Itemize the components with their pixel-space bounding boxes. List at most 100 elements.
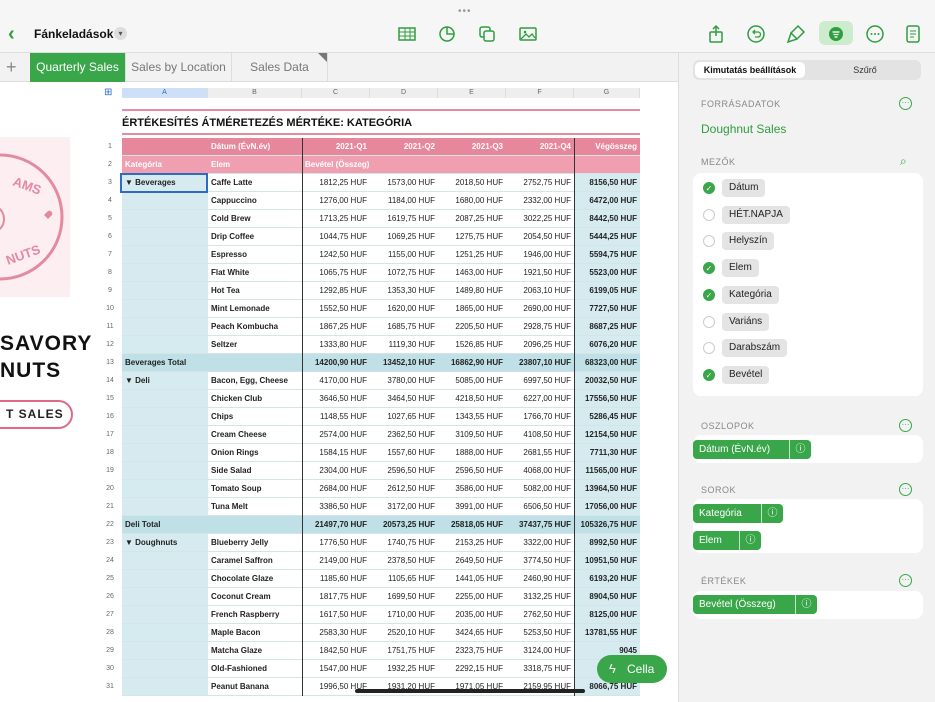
fields-search-icon[interactable]: ⌕ — [900, 154, 907, 168]
value-cell[interactable]: 3780,00 HUF — [370, 372, 438, 390]
category-cell[interactable] — [122, 228, 208, 246]
value-cell[interactable]: 4218,50 HUF — [438, 390, 506, 408]
grand-total-cell[interactable]: 8442,50 HUF — [574, 210, 640, 228]
value-cell[interactable]: 1766,70 HUF — [506, 408, 574, 426]
value-cell[interactable]: 1817,75 HUF — [302, 588, 370, 606]
item-cell[interactable]: Coconut Cream — [208, 588, 302, 606]
row-number[interactable]: 21 — [106, 503, 114, 510]
value-cell[interactable]: 6227,00 HUF — [506, 390, 574, 408]
value-cell[interactable]: 2378,50 HUF — [370, 552, 438, 570]
value-cell[interactable]: 3022,25 HUF — [506, 210, 574, 228]
grand-total-cell[interactable]: 8125,00 HUF — [574, 606, 640, 624]
header-cell[interactable]: 2021-Q3 — [438, 138, 506, 156]
category-cell[interactable] — [122, 660, 208, 678]
item-cell[interactable]: Peanut Banana — [208, 678, 302, 696]
row-number[interactable]: 23 — [106, 539, 114, 546]
value-field-chip[interactable]: Bevétel (Összeg) ⓘ — [693, 595, 817, 614]
row-number[interactable]: 22 — [106, 521, 114, 528]
value-cell[interactable]: 3132,25 HUF — [506, 588, 574, 606]
row-number[interactable]: 4 — [108, 197, 112, 204]
value-cell[interactable]: 3109,50 HUF — [438, 426, 506, 444]
value-cell[interactable]: 1996,50 HUF — [302, 678, 370, 696]
value-cell[interactable]: 1027,65 HUF — [370, 408, 438, 426]
row-number[interactable]: 14 — [106, 377, 114, 384]
item-cell[interactable]: Drip Coffee — [208, 228, 302, 246]
value-cell[interactable]: 2159,95 HUF — [506, 678, 574, 696]
item-cell[interactable]: Mint Lemonade — [208, 300, 302, 318]
selected-cell-outline[interactable] — [120, 173, 208, 193]
value-cell[interactable]: 1865,00 HUF — [438, 300, 506, 318]
value-cell[interactable]: 4170,00 HUF — [302, 372, 370, 390]
tab-sales-data[interactable]: Sales Data — [232, 53, 328, 82]
value-cell[interactable]: 1065,75 HUF — [302, 264, 370, 282]
value-cell[interactable]: 1584,15 HUF — [302, 444, 370, 462]
item-cell[interactable]: Blueberry Jelly — [208, 534, 302, 552]
header-cell[interactable]: 2021-Q2 — [370, 138, 438, 156]
grand-total-cell[interactable]: 6199,05 HUF — [574, 282, 640, 300]
item-cell[interactable]: Maple Bacon — [208, 624, 302, 642]
row-number[interactable]: 3 — [108, 179, 112, 186]
add-sheet-icon[interactable]: + — [6, 57, 17, 77]
title-menu-chevron-icon[interactable]: ▾ — [114, 27, 127, 40]
table-icon[interactable] — [397, 24, 417, 44]
value-cell[interactable]: 3124,00 HUF — [506, 642, 574, 660]
value-cell[interactable]: 2583,30 HUF — [302, 624, 370, 642]
value-cell[interactable]: 2018,50 HUF — [438, 174, 506, 192]
info-icon[interactable]: ⓘ — [789, 440, 811, 459]
share-icon[interactable] — [706, 24, 726, 44]
segment-filter[interactable]: Szűrő — [853, 65, 877, 75]
category-cell[interactable] — [122, 642, 208, 660]
category-cell[interactable] — [122, 498, 208, 516]
sales-pill-button[interactable]: T SALES — [0, 400, 73, 429]
value-cell[interactable]: 1867,25 HUF — [302, 318, 370, 336]
grand-total-cell[interactable]: 13964,50 HUF — [574, 480, 640, 498]
item-cell[interactable]: Caramel Saffron — [208, 552, 302, 570]
value-cell[interactable]: 1105,65 HUF — [370, 570, 438, 588]
grand-total-cell[interactable]: 7711,30 HUF — [574, 444, 640, 462]
row-number[interactable]: 19 — [106, 467, 114, 474]
row-number[interactable]: 18 — [106, 449, 114, 456]
value-cell[interactable]: 1155,00 HUF — [370, 246, 438, 264]
column-letter[interactable]: A — [122, 88, 208, 98]
value-cell[interactable]: 1680,00 HUF — [438, 192, 506, 210]
item-cell[interactable]: Seltzer — [208, 336, 302, 354]
unchecked-icon[interactable] — [703, 342, 715, 355]
grand-total-cell[interactable]: 17056,00 HUF — [574, 498, 640, 516]
shapes-icon[interactable] — [477, 24, 497, 44]
window-grabber[interactable]: ••• — [458, 6, 472, 17]
row-number[interactable]: 1 — [108, 143, 112, 150]
row-number[interactable]: 31 — [106, 683, 114, 690]
grand-total-cell[interactable]: 5444,25 HUF — [574, 228, 640, 246]
value-cell[interactable]: 14200,90 HUF — [302, 354, 370, 372]
value-cell[interactable]: 4068,00 HUF — [506, 462, 574, 480]
column-letter[interactable]: G — [574, 88, 640, 98]
value-cell[interactable]: 1242,50 HUF — [302, 246, 370, 264]
grand-total-cell[interactable]: 6076,20 HUF — [574, 336, 640, 354]
category-cell[interactable] — [122, 282, 208, 300]
value-cell[interactable]: 20573,25 HUF — [370, 516, 438, 534]
item-cell[interactable]: French Raspberry — [208, 606, 302, 624]
grand-total-cell[interactable]: 6193,20 HUF — [574, 570, 640, 588]
item-cell[interactable]: Hot Tea — [208, 282, 302, 300]
category-cell[interactable] — [122, 588, 208, 606]
field-label[interactable]: HÉT.NAPJA — [722, 205, 790, 224]
row-field-chip-item[interactable]: Elem ⓘ — [693, 531, 761, 550]
header-cell[interactable]: Elem — [208, 156, 302, 174]
value-cell[interactable]: 1946,00 HUF — [506, 246, 574, 264]
value-cell[interactable]: 37437,75 HUF — [506, 516, 574, 534]
field-label[interactable]: Bevétel — [722, 365, 770, 384]
field-label[interactable]: Elem — [722, 259, 759, 278]
value-cell[interactable]: 1276,00 HUF — [302, 192, 370, 210]
checked-icon[interactable]: ✓ — [703, 182, 715, 194]
category-cell[interactable] — [122, 210, 208, 228]
value-cell[interactable]: 2087,25 HUF — [438, 210, 506, 228]
value-cell[interactable]: 1463,00 HUF — [438, 264, 506, 282]
row-number[interactable]: 15 — [106, 395, 114, 402]
checked-icon[interactable]: ✓ — [703, 368, 715, 381]
header-cell[interactable]: 2021-Q1 — [302, 138, 370, 156]
value-cell[interactable]: 5253,50 HUF — [506, 624, 574, 642]
columns-more-icon[interactable]: ··· — [899, 419, 912, 432]
column-letter[interactable]: E — [438, 88, 506, 98]
value-cell[interactable]: 3172,00 HUF — [370, 498, 438, 516]
item-cell[interactable]: Cold Brew — [208, 210, 302, 228]
